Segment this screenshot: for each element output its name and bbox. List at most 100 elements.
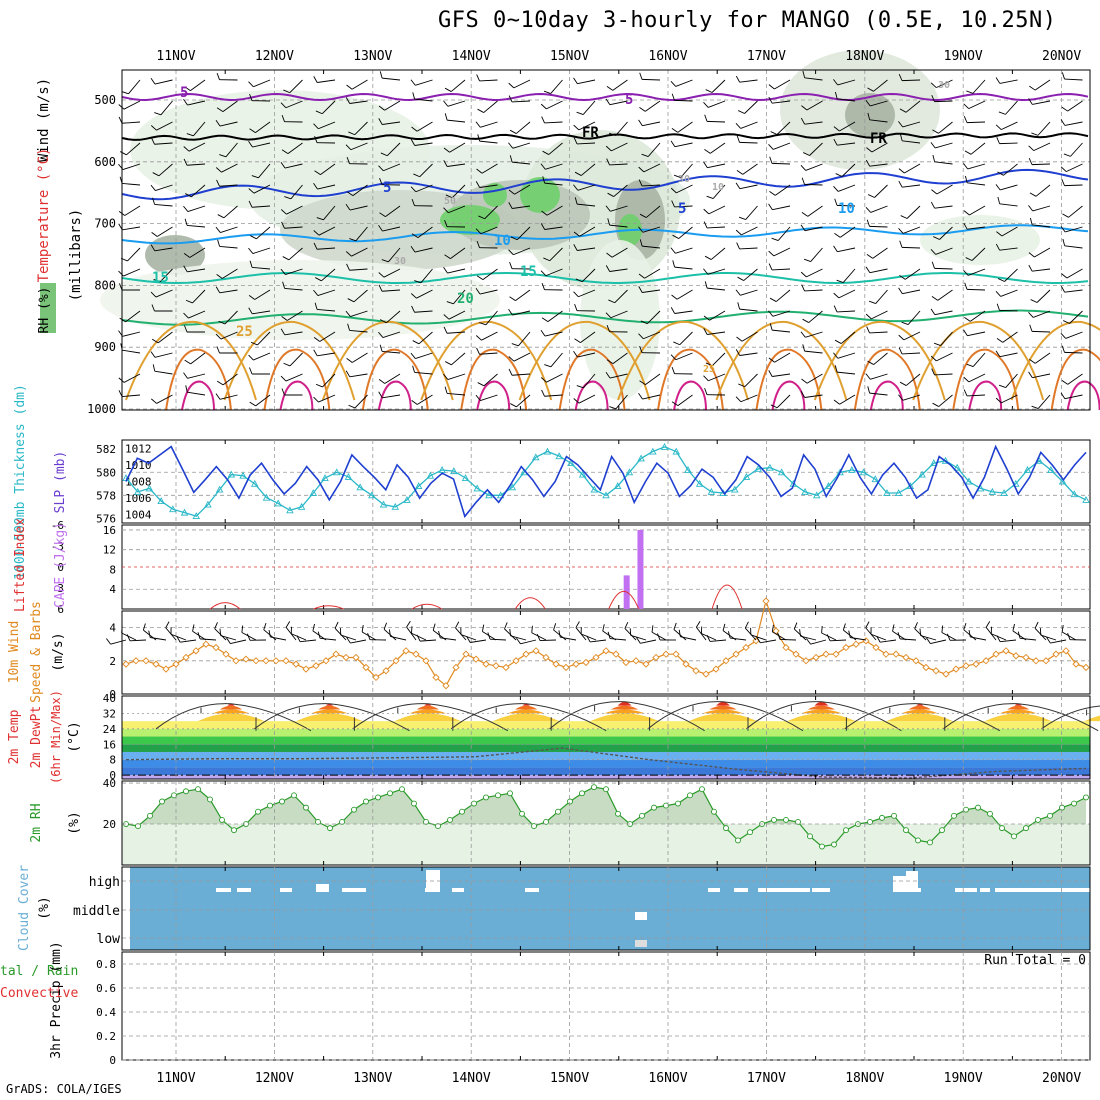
isotherm-30 (460, 348, 528, 411)
wind-barb (382, 121, 401, 125)
thickness-point (180, 508, 189, 516)
wind-point (552, 660, 560, 668)
wind-point (342, 653, 350, 662)
wind-barb (842, 268, 856, 283)
wind-barb-flag (248, 200, 253, 208)
rh-point (747, 829, 753, 836)
cape-tick: 8 (109, 563, 116, 576)
wind-barb (225, 142, 238, 158)
wind-barb-flag (246, 633, 251, 641)
wind-barb-flag (313, 230, 320, 236)
li-tick: -3 (51, 540, 64, 553)
thickness-point (332, 468, 341, 476)
wind-barb (154, 370, 173, 375)
wind-barb-flag (930, 142, 936, 149)
label-temp2m-c: (6hr Min/Max) (49, 690, 63, 784)
wind-point (512, 657, 520, 665)
wind-barb (156, 226, 173, 237)
wind-barb-flag (438, 630, 441, 638)
wind-barb-flag (898, 347, 903, 355)
wind-barb-flag (1060, 285, 1066, 293)
wind-barb-flag (118, 104, 125, 110)
wind-point (322, 657, 330, 665)
wind-point (452, 663, 460, 672)
wind-barb-flag (996, 338, 1004, 343)
wind-barb (122, 349, 141, 354)
wind-barb (680, 163, 693, 178)
wind-barb-flag (1067, 632, 1071, 640)
rh-point (891, 812, 897, 819)
wind-barb (1004, 268, 1018, 282)
rh-point (531, 823, 537, 830)
wind-barb-flag (868, 300, 876, 305)
thickness-point (1070, 490, 1079, 498)
wind-barb-flag (216, 380, 224, 386)
wind-barb-flag (963, 210, 970, 216)
wind-barb-flag (605, 205, 611, 212)
wind-barb-flag (540, 223, 546, 230)
wind-barb-flag (801, 105, 808, 111)
wind-barb (460, 634, 477, 641)
wind-barb-flag (867, 87, 874, 92)
wind-barb-flag (670, 354, 677, 361)
wind-barb (578, 394, 596, 404)
rh-point (999, 825, 1005, 832)
label-temp2m: 2m Temp (7, 709, 22, 764)
wind-barb-flag (219, 628, 222, 636)
wind-barb (708, 100, 726, 108)
wind-barb (320, 163, 336, 175)
wind-barb-flag (444, 113, 448, 121)
wind-barb (383, 163, 401, 172)
wind-barb-flag (703, 315, 710, 321)
wind-barb (414, 247, 433, 253)
wind-barb-flag (575, 278, 583, 283)
wind-barb-flag (996, 231, 1003, 237)
wind-barb (1040, 634, 1057, 641)
wind-barb (999, 142, 1018, 145)
wind-barb-flag (573, 184, 579, 191)
wind-barb (772, 268, 791, 271)
wind-barb-flag (771, 237, 779, 242)
wind-barb-flag (215, 286, 221, 294)
wind-barb (1068, 205, 1083, 218)
wind-barb (972, 352, 986, 367)
wind-point (232, 657, 240, 665)
thickness-point (649, 447, 657, 455)
wind-point (442, 682, 450, 690)
wind-barb (415, 79, 433, 86)
temp-tick: 0 (109, 769, 116, 782)
wind-barb-flag (183, 312, 189, 319)
wind-barb-flag (639, 380, 646, 385)
wind-barb (773, 247, 791, 257)
wind-barb-flag (541, 389, 545, 397)
wind-barb-flag (898, 168, 905, 174)
thickness-point (204, 500, 212, 508)
slp-line (125, 444, 1087, 519)
wind-barb (318, 394, 336, 403)
wind-barb-flag (504, 622, 508, 630)
contour-label: 25 (703, 364, 715, 375)
wind-barb (580, 331, 596, 343)
wind-barb-flag (410, 352, 416, 359)
wind-barb-flag (876, 635, 881, 643)
cloud-category: low (97, 932, 121, 947)
wind-barb (904, 163, 921, 174)
date-label-top: 20NOV (1042, 49, 1081, 64)
wind-barb-flag (997, 171, 1004, 176)
wind-barb-flag (735, 349, 741, 356)
wind-barb (874, 184, 888, 198)
wind-barb-flag (1063, 320, 1070, 324)
wind-barb-flag (455, 621, 460, 629)
wind-barb (448, 310, 466, 320)
wind-barb (160, 100, 173, 116)
isotherm-30 (952, 348, 1020, 411)
wind-barb-flag (183, 146, 190, 152)
wind-barb-flag (1028, 252, 1035, 258)
wind-barb (122, 331, 141, 337)
wind-barb-flag (148, 630, 151, 638)
wind-barb-flag (703, 208, 710, 215)
rh-point (567, 798, 573, 805)
wind-barb (577, 203, 596, 207)
wind-barb (967, 331, 986, 337)
wind-barb (741, 331, 758, 342)
